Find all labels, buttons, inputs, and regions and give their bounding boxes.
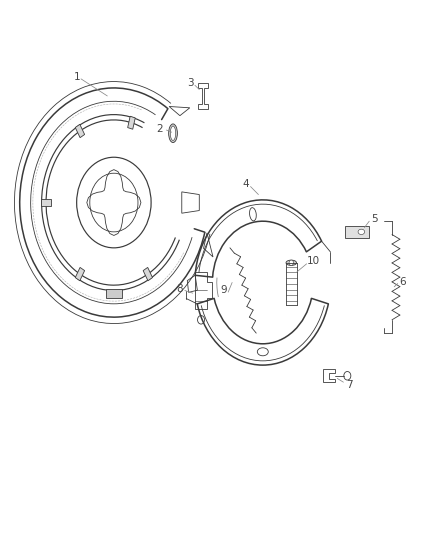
Text: 2: 2 [156, 124, 163, 134]
Polygon shape [75, 124, 85, 138]
Text: 3: 3 [187, 78, 194, 87]
Text: 1: 1 [73, 72, 80, 82]
Text: 6: 6 [399, 278, 406, 287]
Polygon shape [127, 116, 135, 129]
Ellipse shape [169, 124, 177, 142]
Circle shape [289, 260, 293, 265]
Text: 10: 10 [307, 256, 320, 266]
FancyBboxPatch shape [106, 289, 122, 298]
Polygon shape [75, 268, 85, 281]
Ellipse shape [358, 229, 364, 235]
Text: 4: 4 [243, 179, 250, 189]
Text: 9: 9 [220, 286, 227, 295]
Ellipse shape [170, 126, 176, 141]
Text: 5: 5 [371, 214, 378, 223]
Text: 7: 7 [346, 380, 353, 390]
Polygon shape [41, 199, 51, 206]
Text: 8: 8 [176, 284, 183, 294]
Ellipse shape [257, 348, 268, 356]
Ellipse shape [250, 208, 256, 221]
FancyBboxPatch shape [345, 226, 369, 238]
Ellipse shape [286, 260, 297, 265]
Polygon shape [143, 268, 152, 281]
